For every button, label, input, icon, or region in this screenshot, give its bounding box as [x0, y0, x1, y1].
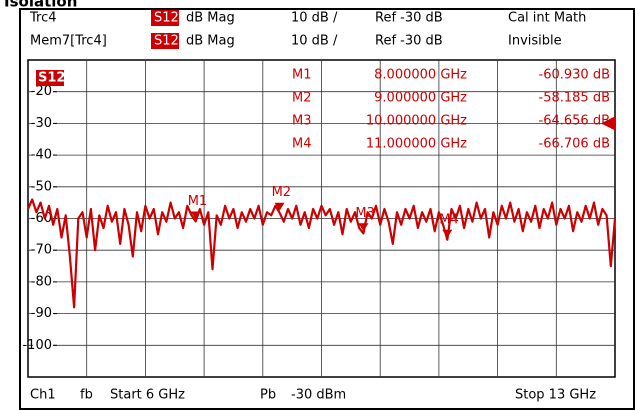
marker-table-frequency: 10.000000 GHz: [366, 114, 467, 129]
marker-table-value: -58.185 dB: [539, 91, 610, 106]
trace-name: Mem7[Trc4]: [30, 34, 107, 49]
ref: Ref -30 dB: [375, 11, 443, 26]
y-tick-label: -90: [31, 306, 52, 321]
scale: 10 dB /: [291, 11, 338, 26]
y-tick-label-bg: [33, 338, 53, 353]
screen-frame: [19, 8, 635, 410]
y-tick-label: -70: [31, 243, 52, 258]
trace-label: S12: [38, 71, 65, 86]
y-tick-label: -80: [31, 274, 52, 289]
marker-symbol: [358, 223, 369, 232]
marker-table-frequency: 9.000000 GHz: [374, 91, 467, 106]
marker-table-frequency: 8.000000 GHz: [374, 68, 467, 83]
format: dB Mag: [186, 34, 235, 49]
ref: Ref -30 dB: [375, 34, 443, 49]
marker-table-name: M3: [292, 114, 312, 129]
y-tick-label-bg: [33, 274, 53, 289]
marker-table-name: M1: [292, 68, 312, 83]
power-label: Pb: [260, 388, 276, 403]
param: S12: [154, 34, 179, 49]
marker-table-name: M4: [292, 137, 312, 152]
marker-table-value: -60.930 dB: [539, 68, 610, 83]
marker-table-value: -64.656 dB: [539, 114, 610, 129]
y-tick-label-bg: [33, 243, 53, 258]
trace-badge: [36, 70, 64, 86]
status: Cal int Math: [508, 11, 586, 26]
param: S12: [154, 11, 179, 26]
y-tick-label: -30: [31, 116, 52, 131]
marker-symbol: [442, 229, 453, 238]
y-tick-label-bg: [33, 84, 53, 99]
marker-label: M1: [188, 194, 208, 209]
y-tick-label-bg: [33, 211, 53, 226]
channel: Ch1: [30, 388, 56, 403]
y-tick-label-bg: [33, 306, 53, 321]
marker-table-value: -66.706 dB: [539, 137, 610, 152]
reference-arrow: [601, 116, 615, 131]
chart-title: Isolation: [4, 0, 77, 11]
y-tick-label: -20: [31, 84, 52, 99]
start-frequency: Start 6 GHz: [110, 388, 185, 403]
y-tick-label: -50: [31, 179, 52, 194]
scale: 10 dB /: [291, 34, 338, 49]
trace: [26, 198, 617, 309]
marker-label: M4: [439, 212, 459, 227]
y-tick-label: -40: [31, 148, 52, 163]
trace-name: Trc4: [29, 11, 57, 26]
marker-symbol: [274, 202, 285, 211]
marker-label: M3: [355, 206, 375, 221]
y-tick-label: -60: [31, 211, 52, 226]
y-tick-label: -100: [22, 338, 52, 353]
marker-table-name: M2: [292, 91, 312, 106]
power: -30 dBm: [291, 388, 346, 403]
param-badge: [151, 10, 179, 26]
marker-table-frequency: 11.000000 GHz: [366, 137, 467, 152]
y-tick-label-bg: [33, 148, 53, 163]
y-tick-label-bg: [33, 179, 53, 194]
sweep-mode: fb: [80, 388, 93, 403]
status: Invisible: [508, 34, 562, 49]
param-badge: [151, 33, 179, 49]
y-tick-label-bg: [33, 116, 53, 131]
format: dB Mag: [186, 11, 235, 26]
marker-label: M2: [272, 185, 292, 200]
marker-symbol: [190, 211, 201, 220]
stop-frequency: Stop 13 GHz: [515, 388, 596, 403]
